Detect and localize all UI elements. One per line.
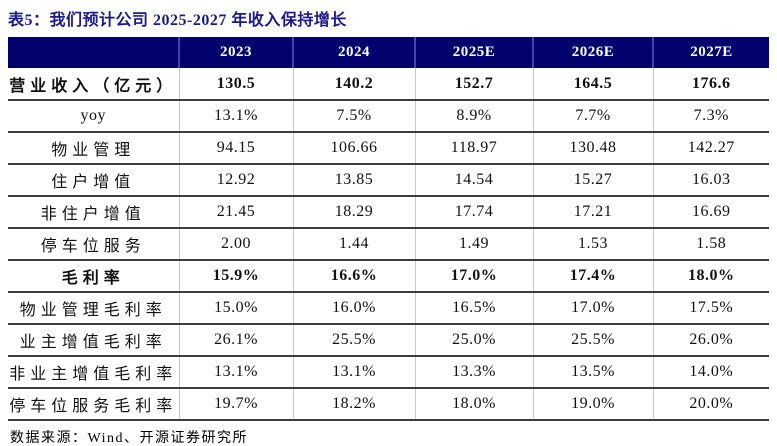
cell-value: 13.85	[293, 164, 416, 197]
table-row: 非住户增值 21.45 18.29 17.74 17.21 16.69	[8, 196, 769, 229]
cell-value: 7.7%	[533, 100, 654, 133]
cell-value: 18.2%	[293, 388, 416, 421]
cell-value: 13.1%	[293, 356, 416, 389]
row-label: 停车位服务	[8, 228, 180, 261]
cell-value: 17.5%	[653, 292, 769, 325]
cell-value: 13.3%	[415, 356, 534, 389]
cell-value: 176.6	[653, 68, 769, 101]
table-row: yoy 13.1% 7.5% 8.9% 7.7% 7.3%	[8, 100, 769, 133]
cell-value: 142.27	[653, 132, 769, 165]
column-header: 2026E	[533, 37, 654, 68]
cell-value: 14.54	[415, 164, 534, 197]
column-header: 2023	[179, 37, 294, 68]
cell-value: 16.0%	[293, 292, 416, 325]
cell-value: 2.00	[179, 228, 294, 261]
revenue-forecast-table: 2023 2024 2025E 2026E 2027E 营业收入（亿元） 130.5 140…	[8, 37, 769, 421]
cell-value: 18.0%	[415, 388, 534, 421]
cell-value: 12.92	[179, 164, 294, 197]
table-title: 表5：我们预计公司 2025-2027 年收入保持增长	[8, 12, 347, 29]
cell-value: 17.0%	[533, 292, 654, 325]
cell-value: 1.44	[293, 228, 416, 261]
cell-value: 16.6%	[293, 260, 416, 293]
cell-value: 94.15	[179, 132, 294, 165]
cell-value: 26.1%	[179, 324, 294, 357]
cell-value: 1.53	[533, 228, 654, 261]
cell-value: 17.4%	[533, 260, 654, 293]
cell-value: 21.45	[179, 196, 294, 229]
cell-value: 26.0%	[653, 324, 769, 357]
cell-value: 17.21	[533, 196, 654, 229]
cell-value: 16.03	[653, 164, 769, 197]
column-header-empty	[8, 37, 180, 68]
table-row: 住户增值 12.92 13.85 14.54 15.27 16.03	[8, 164, 769, 197]
cell-value: 152.7	[415, 68, 534, 101]
cell-value: 25.0%	[415, 324, 534, 357]
cell-value: 130.5	[179, 68, 294, 101]
cell-value: 14.0%	[653, 356, 769, 389]
cell-value: 1.49	[415, 228, 534, 261]
table-row: 营业收入（亿元） 130.5 140.2 152.7 164.5 176.6	[8, 68, 769, 101]
column-header: 2027E	[653, 37, 769, 68]
table-header: 2023 2024 2025E 2026E 2027E	[8, 37, 769, 68]
cell-value: 164.5	[533, 68, 654, 101]
row-label: 毛利率	[8, 260, 180, 293]
row-label: 非住户增值	[8, 196, 180, 229]
cell-value: 140.2	[293, 68, 416, 101]
row-label: 非业主增值毛利率	[8, 356, 180, 389]
cell-value: 130.48	[533, 132, 654, 165]
cell-value: 15.9%	[179, 260, 294, 293]
cell-value: 13.1%	[179, 356, 294, 389]
row-label: 停车位服务毛利率	[8, 388, 180, 421]
cell-value: 13.1%	[179, 100, 294, 133]
cell-value: 19.7%	[179, 388, 294, 421]
table-row: 业主增值毛利率 26.1% 25.5% 25.0% 25.5% 26.0%	[8, 324, 769, 357]
cell-value: 17.74	[415, 196, 534, 229]
cell-value: 20.0%	[653, 388, 769, 421]
cell-value: 15.0%	[179, 292, 294, 325]
table-row: 物业管理 94.15 106.66 118.97 130.48 142.27	[8, 132, 769, 165]
table-header-row: 2023 2024 2025E 2026E 2027E	[8, 37, 769, 68]
cell-value: 13.5%	[533, 356, 654, 389]
column-header: 2025E	[415, 37, 534, 68]
table-row: 非业主增值毛利率 13.1% 13.1% 13.3% 13.5% 14.0%	[8, 356, 769, 389]
row-label: 营业收入（亿元）	[8, 68, 180, 101]
row-label: yoy	[8, 100, 180, 133]
row-label: 物业管理	[8, 132, 180, 165]
cell-value: 25.5%	[533, 324, 654, 357]
cell-value: 7.5%	[293, 100, 416, 133]
cell-value: 16.69	[653, 196, 769, 229]
cell-value: 7.3%	[653, 100, 769, 133]
cell-value: 16.5%	[415, 292, 534, 325]
row-label: 住户增值	[8, 164, 180, 197]
cell-value: 106.66	[293, 132, 416, 165]
table-row: 停车位服务 2.00 1.44 1.49 1.53 1.58	[8, 228, 769, 261]
table-row: 停车位服务毛利率 19.7% 18.2% 18.0% 19.0% 20.0%	[8, 388, 769, 421]
cell-value: 18.0%	[653, 260, 769, 293]
cell-value: 17.0%	[415, 260, 534, 293]
row-label: 业主增值毛利率	[8, 324, 180, 357]
column-header: 2024	[293, 37, 416, 68]
row-label: 物业管理毛利率	[8, 292, 180, 325]
cell-value: 25.5%	[293, 324, 416, 357]
cell-value: 19.0%	[533, 388, 654, 421]
cell-value: 15.27	[533, 164, 654, 197]
table-row: 毛利率 15.9% 16.6% 17.0% 17.4% 18.0%	[8, 260, 769, 293]
table-body: 营业收入（亿元） 130.5 140.2 152.7 164.5 176.6 yoy 13.1…	[8, 68, 769, 421]
data-source-note: 数据来源：Wind、开源证券研究所	[10, 431, 249, 446]
table-row: 物业管理毛利率 15.0% 16.0% 16.5% 17.0% 17.5%	[8, 292, 769, 325]
cell-value: 118.97	[415, 132, 534, 165]
cell-value: 1.58	[653, 228, 769, 261]
cell-value: 18.29	[293, 196, 416, 229]
cell-value: 8.9%	[415, 100, 534, 133]
